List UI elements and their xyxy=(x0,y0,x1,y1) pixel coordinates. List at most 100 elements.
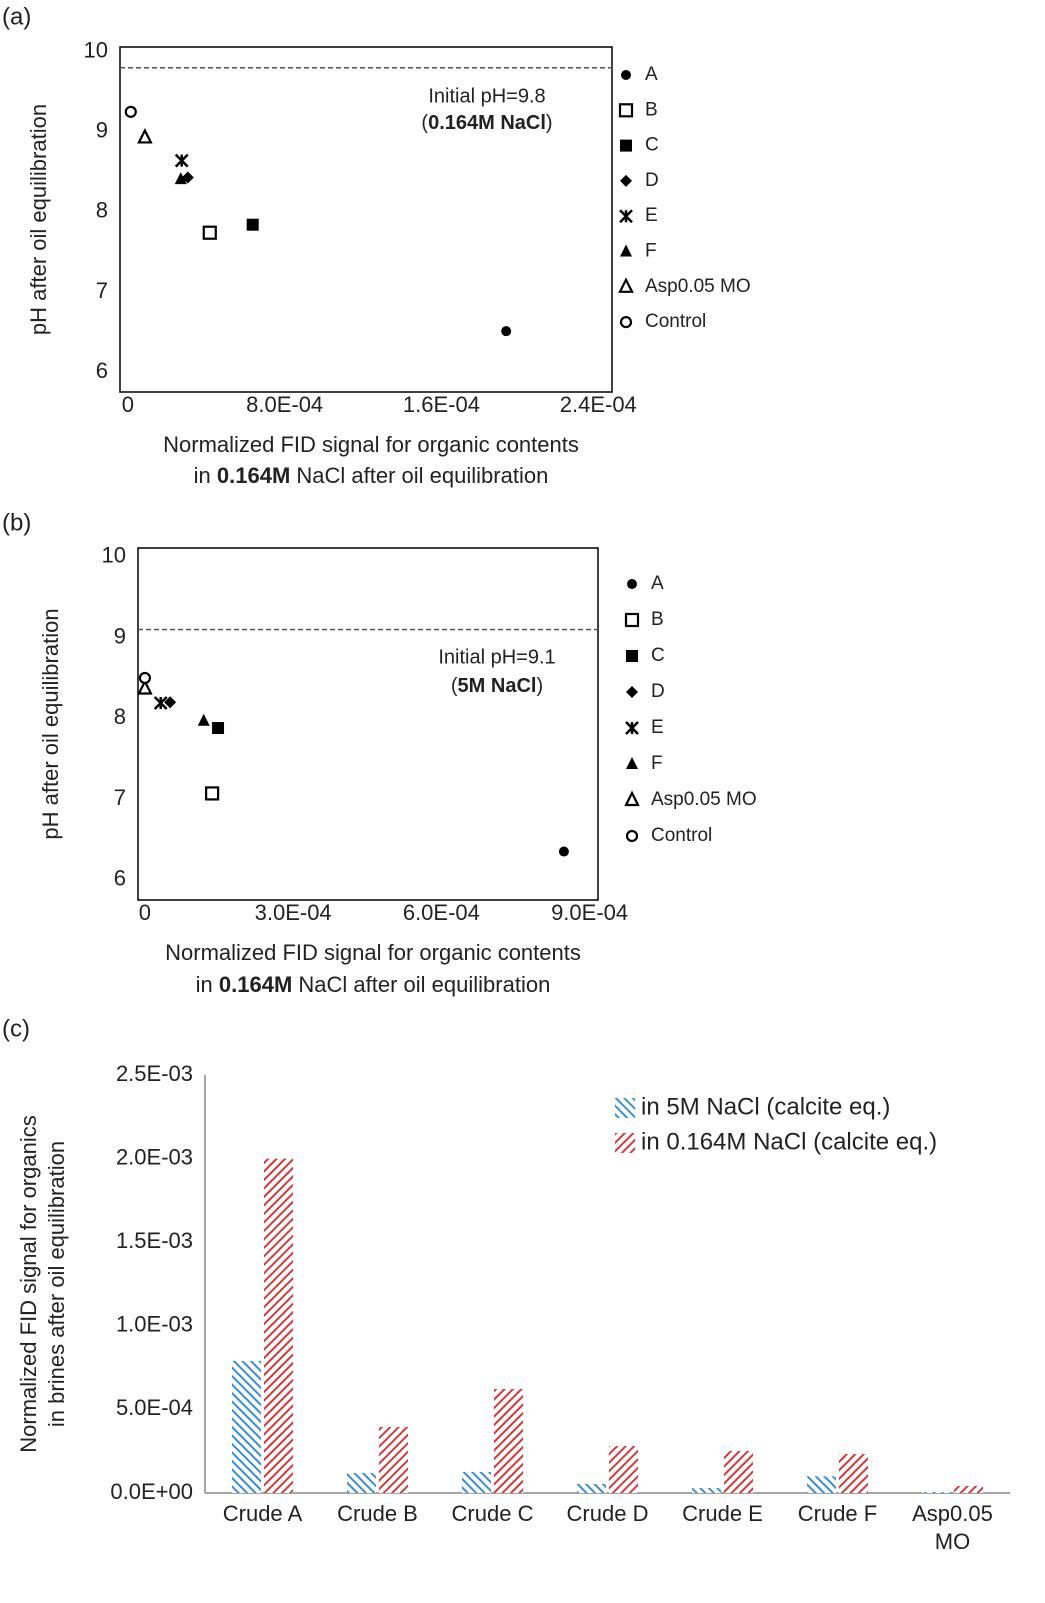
x-tick-label: 2.4E-04 xyxy=(560,392,637,417)
text-part: NaCl after oil equilibration xyxy=(292,972,550,997)
plot-frame xyxy=(119,46,613,393)
legend-label: Control xyxy=(645,311,706,332)
text-line: (0.164M NaCl) xyxy=(421,112,552,134)
y-tick-label: 5.0E-04 xyxy=(116,1395,193,1420)
marker xyxy=(624,612,640,628)
marker xyxy=(625,721,639,735)
y-tick-label: 0.0E+00 xyxy=(110,1479,193,1504)
y-tick-label: 9 xyxy=(114,623,126,648)
marker xyxy=(138,671,152,685)
legend-label: in 5M NaCl (calcite eq.) xyxy=(641,1093,890,1120)
y-tick-label: 6 xyxy=(96,358,108,383)
legend-label: F xyxy=(645,241,657,262)
marker xyxy=(501,326,512,337)
marker xyxy=(205,786,220,801)
legend-label: B xyxy=(651,609,664,630)
x-tick-label: Crude E xyxy=(682,1501,763,1526)
legend-label: B xyxy=(645,99,658,120)
legend-label: in 0.164M NaCl (calcite eq.) xyxy=(641,1128,937,1155)
marker xyxy=(153,696,168,710)
x-tick-label: 1.6E-04 xyxy=(403,392,480,417)
x-tick-label: 0 xyxy=(139,900,151,925)
y-tick-label: 7 xyxy=(96,278,108,303)
y-tick-label: 2.5E-03 xyxy=(116,1061,193,1086)
legend-label: A xyxy=(645,64,658,85)
bar xyxy=(462,1471,491,1493)
marker xyxy=(137,679,153,695)
bar xyxy=(347,1472,376,1493)
marker xyxy=(626,686,638,698)
y-tick-label: 8 xyxy=(114,704,126,729)
plot-frame xyxy=(137,547,599,901)
legend-swatch xyxy=(615,1098,635,1118)
marker xyxy=(626,650,638,662)
y-axis-title: Normalized FID signal for organics xyxy=(16,1115,41,1452)
legend-label: D xyxy=(651,681,665,702)
marker xyxy=(197,713,210,726)
text-part: 0.164M NaCl xyxy=(428,112,546,134)
bar xyxy=(379,1426,408,1493)
text-part: ) xyxy=(546,112,553,134)
marker xyxy=(246,218,259,231)
text-part: ) xyxy=(536,675,543,697)
x-tick-label: Crude B xyxy=(337,1501,418,1526)
y-tick-label: 1.5E-03 xyxy=(116,1228,193,1253)
text-part: 0.164M xyxy=(219,972,292,997)
x-tick-label: 6.0E-04 xyxy=(403,900,480,925)
legend-label: E xyxy=(645,205,658,226)
marker xyxy=(619,316,633,329)
legend-swatch xyxy=(615,1133,635,1153)
marker xyxy=(620,244,632,257)
marker xyxy=(174,172,187,185)
x-tick-label: Crude A xyxy=(223,1501,303,1526)
legend-label: D xyxy=(645,170,659,191)
x-tick-label: 0 xyxy=(122,392,134,417)
bar xyxy=(577,1483,606,1493)
text-part: ( xyxy=(451,675,458,697)
annotation: Initial pH=9.1 xyxy=(438,646,555,668)
marker xyxy=(621,70,631,80)
bar xyxy=(807,1476,836,1493)
x-tick-label-line: Asp0.05 xyxy=(912,1501,993,1526)
marker xyxy=(558,846,569,857)
bar xyxy=(922,1491,951,1493)
marker xyxy=(212,722,225,735)
x-axis-title: Normalized FID signal for organic conten… xyxy=(165,940,581,965)
y-tick-label: 10 xyxy=(102,543,126,568)
panel-label: (b) xyxy=(2,509,31,536)
x-tick-label: 9.0E-04 xyxy=(551,900,628,925)
text-part: NaCl after oil equilibration xyxy=(290,463,548,488)
marker xyxy=(164,696,177,709)
x-tick-label: Crude C xyxy=(452,1501,534,1526)
bar xyxy=(609,1446,638,1493)
bar xyxy=(232,1360,261,1493)
panel-label: (a) xyxy=(2,3,31,30)
text-part: ( xyxy=(421,112,428,134)
marker xyxy=(174,153,189,168)
y-tick-label: 10 xyxy=(84,38,108,63)
legend-label: C xyxy=(645,135,659,156)
y-tick-label: 7 xyxy=(114,785,126,810)
text-line: in 0.164M NaCl after oil equilibration xyxy=(196,972,551,997)
marker xyxy=(625,829,639,843)
marker xyxy=(619,209,633,224)
x-tick-label: Crude D xyxy=(567,1501,649,1526)
x-tick-label-line: MO xyxy=(935,1529,970,1554)
bar xyxy=(494,1389,523,1493)
marker xyxy=(620,174,632,187)
text-part: in xyxy=(194,463,217,488)
y-axis-title: pH after oil equilibration xyxy=(38,608,63,839)
legend-label: Asp0.05 MO xyxy=(651,789,757,810)
y-axis-title: in brines after oil equilibration xyxy=(44,1141,69,1427)
y-tick-label: 8 xyxy=(96,198,108,223)
marker xyxy=(624,790,640,807)
x-tick-label: 8.0E-04 xyxy=(246,392,323,417)
bar xyxy=(839,1454,868,1493)
y-tick-label: 9 xyxy=(96,118,108,143)
bar xyxy=(954,1485,983,1493)
legend-label: Asp0.05 MO xyxy=(645,276,751,297)
legend-label: Control xyxy=(651,825,712,846)
bar xyxy=(264,1158,293,1493)
legend-label: C xyxy=(651,645,665,666)
